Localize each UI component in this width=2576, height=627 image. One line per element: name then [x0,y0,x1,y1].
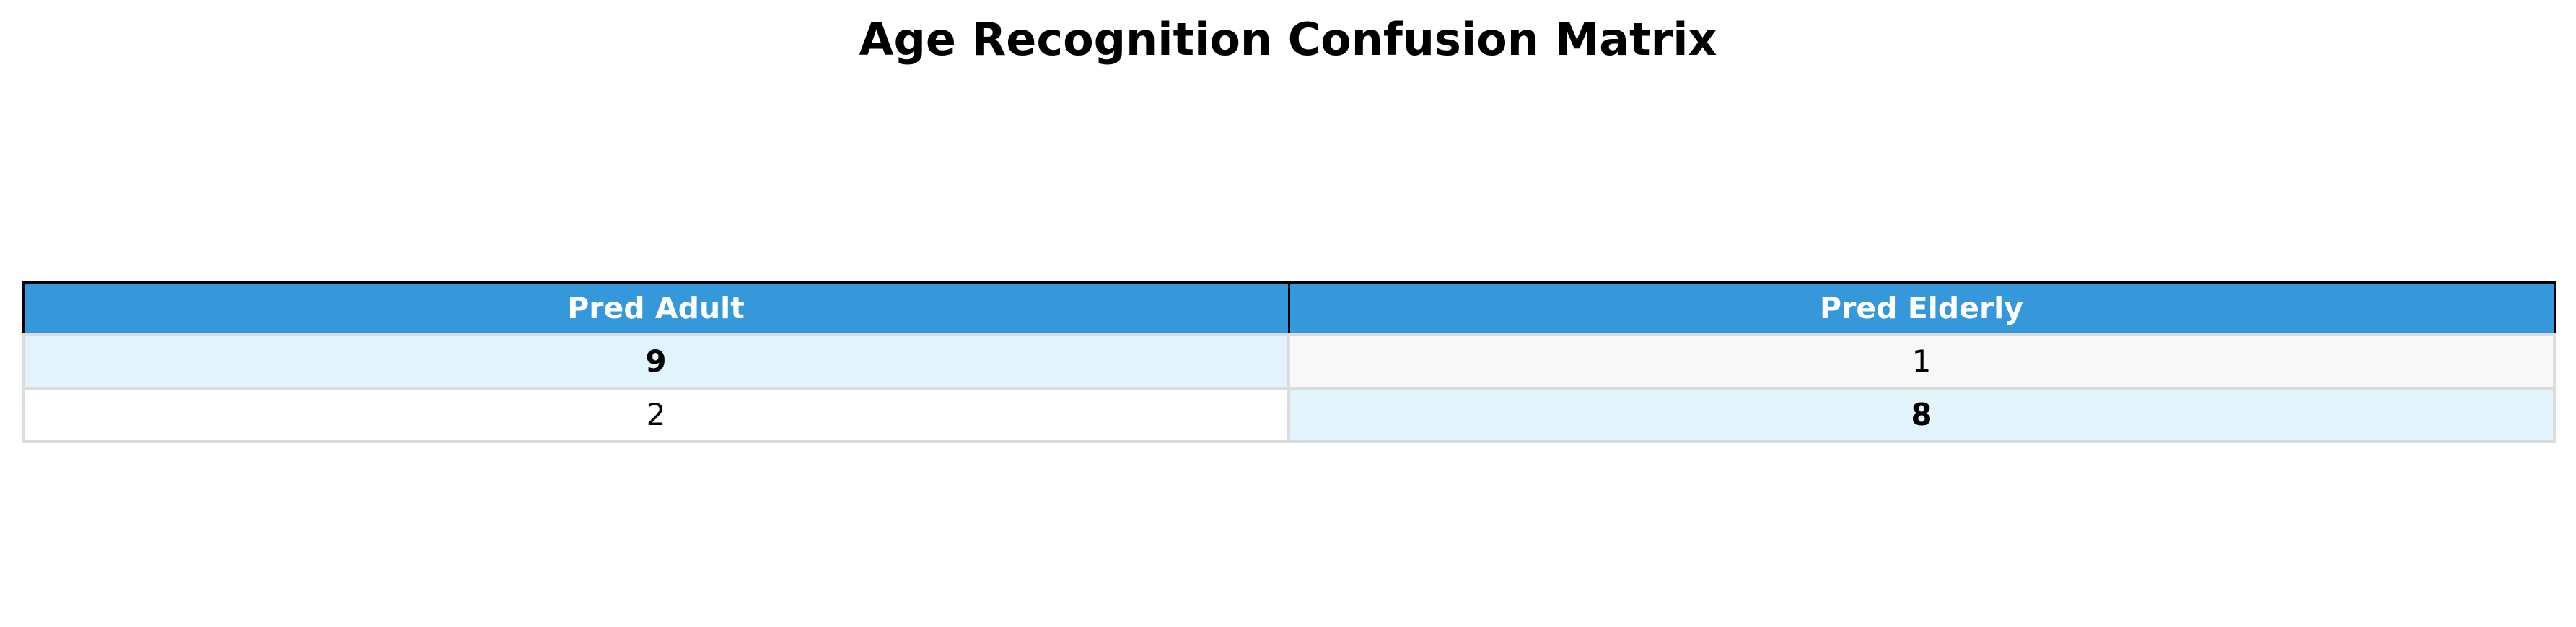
matrix-row: 2 8 [22,386,2556,443]
matrix-cell: 2 [22,386,1290,443]
matrix-cell: 8 [1287,386,2556,443]
header-row: Pred Adult Pred Elderly [22,281,2556,336]
chart-title: Age Recognition Confusion Matrix [859,13,1717,66]
column-header-pred-adult: Pred Adult [22,281,1290,336]
matrix-cell: 9 [22,333,1290,390]
confusion-matrix-table: Pred Adult Pred Elderly 9 1 2 8 [22,281,2556,443]
matrix-row: 9 1 [22,333,2556,390]
column-header-pred-elderly: Pred Elderly [1287,281,2556,336]
matrix-cell: 1 [1287,333,2556,390]
